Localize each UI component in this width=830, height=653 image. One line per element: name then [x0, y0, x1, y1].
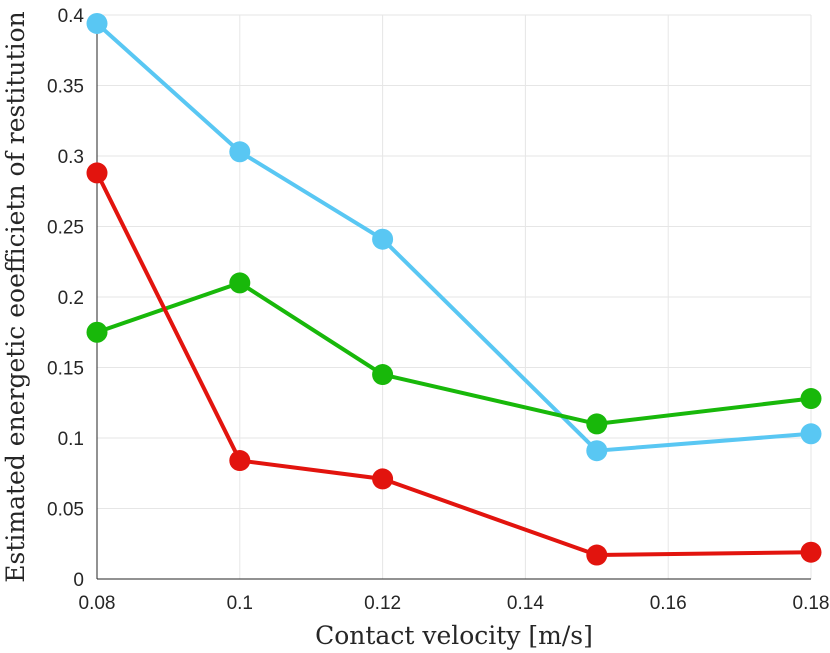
data-point-blue — [372, 228, 394, 250]
y-tick-label: 0.2 — [58, 288, 84, 309]
series-line-red — [95, 172, 812, 558]
x-axis-title: Contact velocity [m/s] — [315, 621, 593, 650]
y-tick-label: 0.25 — [47, 218, 84, 239]
data-point-green — [800, 388, 822, 410]
x-tick-label: 0.14 — [507, 593, 544, 614]
y-tick-label: 0.35 — [47, 77, 84, 98]
x-tick-label: 0.1 — [227, 593, 253, 614]
x-tick-label: 0.08 — [79, 593, 116, 614]
series — [86, 12, 822, 566]
y-tick-label: 0.15 — [47, 359, 84, 380]
y-tick-label: 0.05 — [47, 500, 84, 521]
data-point-blue — [800, 423, 822, 445]
data-point-blue — [229, 141, 251, 163]
x-tick-labels: 0.08 0.1 0.12 0.14 0.16 0.18 — [79, 593, 830, 614]
series-red — [86, 162, 822, 566]
y-tick-label: 0.1 — [58, 429, 84, 450]
data-point-red — [372, 468, 394, 490]
y-tick-label: 0.3 — [58, 147, 84, 168]
data-point-red — [800, 541, 822, 563]
series-line-green — [96, 280, 812, 426]
axes — [96, 15, 811, 580]
y-tick-labels: 0 0.05 0.1 0.15 0.2 0.25 0.3 0.35 0.4 — [47, 6, 84, 591]
x-tick-label: 0.12 — [364, 593, 401, 614]
grid — [96, 14, 812, 580]
series-green — [86, 272, 822, 435]
y-tick-label: 0.4 — [58, 6, 85, 27]
data-point-blue — [86, 12, 108, 34]
data-point-blue — [586, 440, 608, 462]
data-point-red — [586, 544, 608, 566]
series-blue — [86, 12, 822, 462]
data-point-red — [229, 450, 251, 472]
data-point-green — [86, 321, 108, 343]
x-tick-label: 0.18 — [793, 593, 830, 614]
x-tick-label: 0.16 — [650, 593, 687, 614]
data-point-green — [586, 413, 608, 435]
data-point-red — [86, 162, 108, 184]
data-point-green — [372, 364, 394, 386]
y-axis-title: Estimated energetic eoefficietn of resti… — [1, 11, 30, 582]
y-tick-label: 0 — [73, 570, 84, 591]
data-point-green — [229, 272, 251, 294]
